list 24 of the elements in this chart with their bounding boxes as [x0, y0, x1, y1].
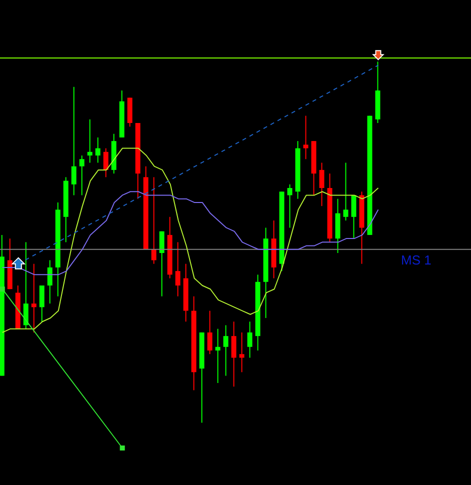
candlestick [103, 148, 108, 178]
candlestick [215, 328, 220, 384]
candlestick [351, 194, 356, 240]
candlestick [47, 260, 52, 304]
candlestick [207, 310, 212, 355]
candlestick [247, 321, 252, 358]
candlestick [175, 242, 180, 297]
candlestick [231, 321, 236, 388]
ref-line-label: MS 1 [401, 252, 432, 268]
candlestick [95, 136, 100, 164]
candlestick [239, 332, 244, 373]
candlestick [79, 155, 84, 196]
candlestick [159, 230, 164, 297]
candlestick [87, 118, 92, 164]
candlestick [287, 184, 292, 228]
candlestick [23, 242, 28, 330]
candlestick [71, 86, 76, 196]
candlestick [223, 324, 228, 376]
candlestick [303, 115, 308, 160]
candlestick [39, 285, 44, 322]
candlestick [31, 263, 36, 333]
candlestick [319, 162, 324, 207]
candlestick [151, 176, 156, 264]
candlestick [343, 162, 348, 221]
